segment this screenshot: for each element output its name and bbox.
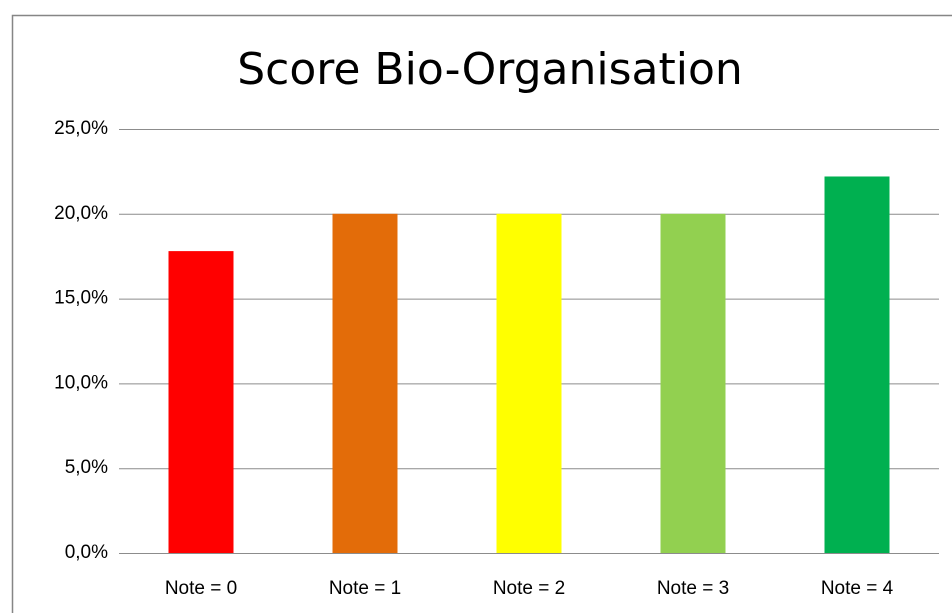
x-tick-label: Note = 4 <box>821 578 894 599</box>
bar <box>496 213 562 554</box>
x-tick-label: Note = 2 <box>493 578 565 599</box>
x-tick-label: Note = 3 <box>657 578 729 599</box>
bar <box>660 213 726 554</box>
y-tick-label: 0,0% <box>65 542 108 563</box>
y-tick-label: 25,0% <box>54 118 108 139</box>
x-tick-label: Note = 1 <box>329 578 401 599</box>
chart-frame <box>11 14 952 613</box>
bar <box>168 251 234 553</box>
y-tick-label: 20,0% <box>54 203 108 224</box>
bar <box>824 176 890 553</box>
bar <box>332 213 398 554</box>
y-tick-label: 5,0% <box>65 457 108 478</box>
x-tick-label: Note = 0 <box>165 578 237 599</box>
y-tick-label: 10,0% <box>54 372 108 393</box>
y-tick-label: 15,0% <box>54 288 108 309</box>
chart-title: Score Bio-Organisation <box>237 44 743 95</box>
